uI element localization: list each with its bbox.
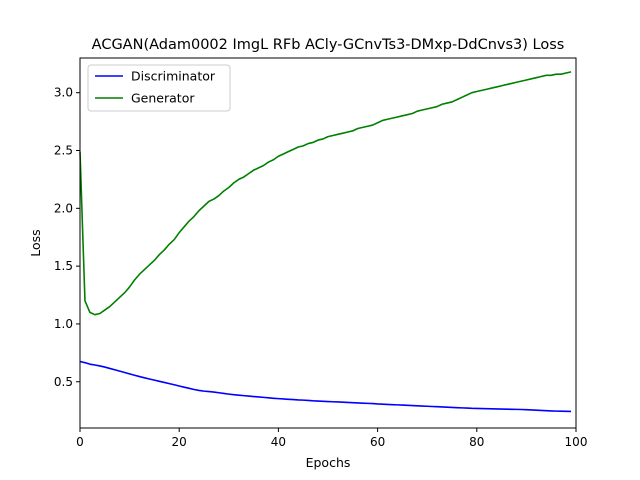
x-tick-label: 20	[172, 435, 187, 449]
x-tick-label: 60	[370, 435, 385, 449]
y-tick-label: 0.5	[54, 375, 73, 389]
y-tick-label: 1.5	[54, 259, 73, 273]
y-axis-ticks: 0.5 1.0 1.5 2.0 2.5 3.0	[54, 86, 80, 389]
x-axis-label: Epochs	[306, 455, 351, 470]
x-tick-label: 0	[76, 435, 84, 449]
chart-title: ACGAN(Adam0002 ImgL RFb ACly-GCnvTs3-DMx…	[92, 37, 565, 53]
series-layer	[79, 71, 572, 413]
series-line-discriminator	[79, 360, 572, 413]
y-tick-label: 3.0	[54, 86, 73, 100]
y-tick-label: 2.0	[54, 201, 73, 215]
plot-frame	[79, 57, 577, 429]
y-axis-label: Loss	[28, 229, 43, 256]
legend-label-discriminator: Discriminator	[131, 69, 216, 84]
x-tick-label: 100	[565, 435, 588, 449]
x-tick-label: 40	[271, 435, 286, 449]
x-tick-label: 80	[469, 435, 484, 449]
legend: Discriminator Generator	[87, 64, 231, 112]
legend-label-generator: Generator	[131, 91, 195, 106]
y-tick-label: 2.5	[54, 144, 73, 158]
series-line-generator	[79, 71, 572, 316]
plot-background	[80, 58, 576, 428]
y-tick-label: 1.0	[54, 317, 73, 331]
legend-box	[87, 64, 231, 112]
x-axis-ticks: 0 20 40 60 80 100	[76, 428, 587, 449]
plot-area: 0 20 40 60 80 100 0.5 1.0 1.5 2.0 2.5 3.0	[54, 57, 587, 449]
